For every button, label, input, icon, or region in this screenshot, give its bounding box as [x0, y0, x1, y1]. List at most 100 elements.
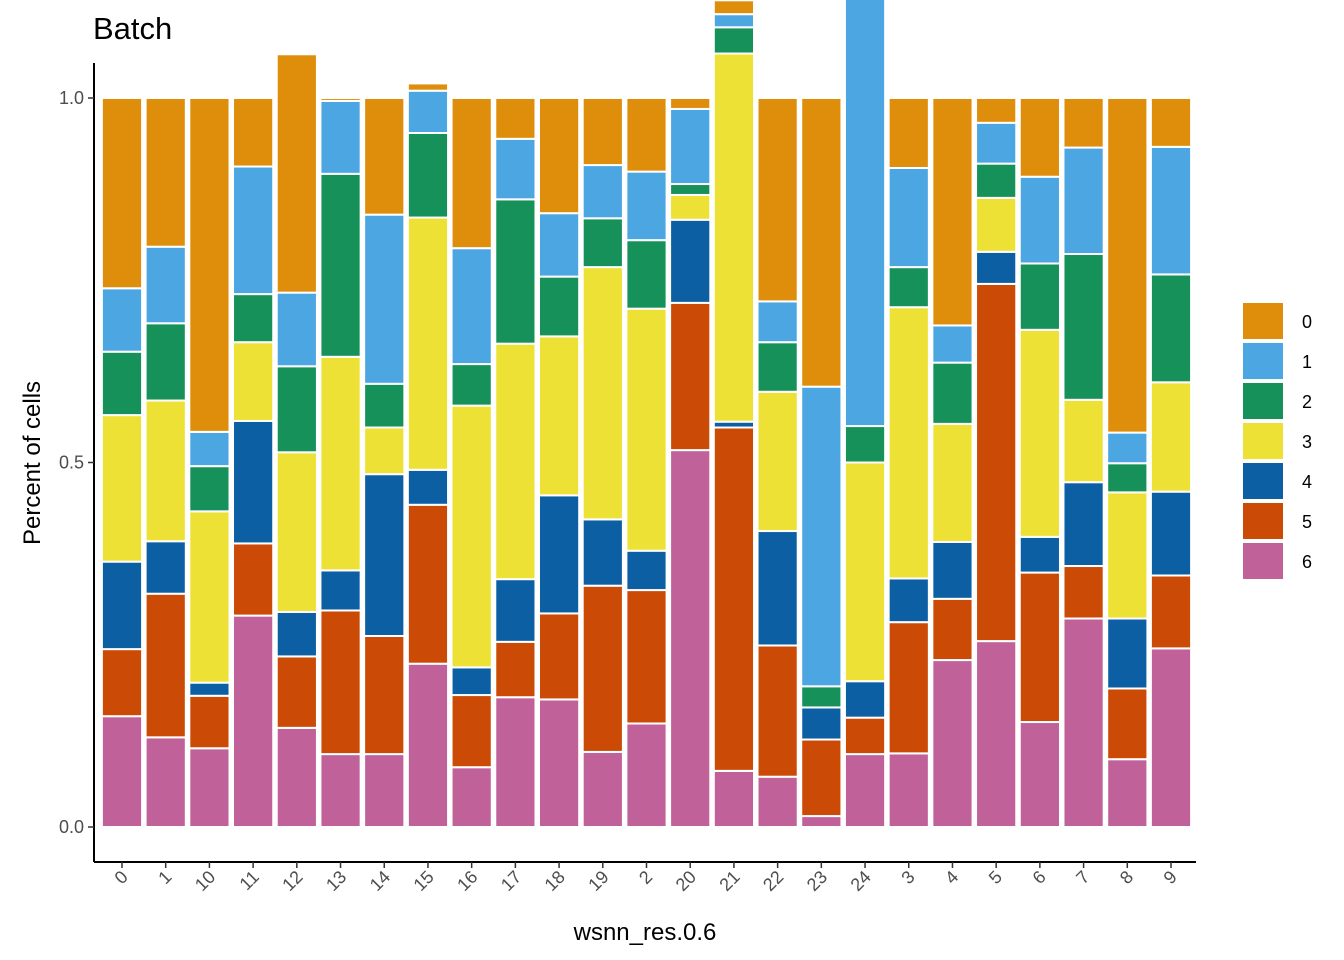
- bar-segment-7-series-5: [1062, 565, 1105, 620]
- bar-segment-12-series-6: [275, 726, 318, 828]
- x-tick-label: 12: [278, 867, 306, 895]
- bar-segment-21-series-0: [712, 0, 756, 16]
- bar-segment-10-series-5: [188, 694, 231, 750]
- bar-segment-5-series-4: [975, 250, 1018, 285]
- bar-segment-6-series-3: [1018, 328, 1061, 538]
- bar-segment-23-series-0: [800, 97, 843, 388]
- bar-segment-11-series-1: [232, 165, 275, 296]
- bar-segment-4-series-0: [931, 97, 974, 327]
- bar-segment-21-series-6: [712, 769, 756, 828]
- bar-segment-20-series-1: [669, 107, 712, 186]
- bar-segment-11-series-2: [232, 293, 275, 344]
- bar-segment-10-series-2: [188, 465, 231, 513]
- x-tick-label: 0: [111, 867, 132, 888]
- bar-segment-20-series-4: [669, 218, 712, 304]
- bar-segment-8-series-1: [1106, 431, 1149, 465]
- bar-segment-24-series-5: [843, 716, 887, 756]
- bar-segment-0-series-6: [100, 715, 144, 828]
- bar-segment-13-series-3: [319, 355, 362, 572]
- bar-segment-20-series-0: [669, 97, 712, 110]
- bar-segment-16-series-0: [450, 97, 493, 250]
- bar-segment-12-series-1: [275, 291, 318, 368]
- bar-segment-5-series-0: [975, 97, 1018, 124]
- x-tick-label: 5: [985, 867, 1006, 888]
- bar-segment-11-series-3: [232, 341, 275, 422]
- legend: 0 1 2 3 4 5 6: [1241, 301, 1312, 581]
- bar-segment-3-series-3: [887, 306, 930, 580]
- bar-segment-3-series-2: [887, 266, 930, 309]
- bar-segment-16-series-2: [450, 363, 493, 407]
- bar-segment-14-series-3: [363, 426, 406, 476]
- bar-segment-4-series-1: [931, 324, 974, 364]
- x-tick-label: 8: [1116, 867, 1137, 888]
- bar-segment-3-series-5: [887, 621, 930, 755]
- bar-segment-9-series-6: [1149, 647, 1193, 829]
- bar-segment-19-series-0: [581, 97, 624, 167]
- bar-segment-11-series-5: [232, 542, 275, 617]
- bar-segment-23-series-6: [800, 815, 843, 829]
- bar-segment-4-series-4: [931, 540, 974, 600]
- bar-segment-23-series-2: [800, 685, 843, 709]
- bar-segment-6-series-2: [1018, 262, 1061, 331]
- bar-segment-10-series-3: [188, 510, 231, 684]
- bar-segment-3-series-6: [887, 752, 930, 828]
- bar-segment-1-series-4: [144, 540, 187, 595]
- legend-key-5: [1241, 501, 1285, 541]
- legend-key-1: [1241, 341, 1285, 381]
- bar-segment-18-series-5: [537, 612, 581, 701]
- bar-segment-22-series-4: [756, 530, 799, 647]
- x-tick-label: 2: [635, 867, 656, 888]
- bar-segment-24-series-2: [843, 425, 887, 464]
- legend-key-3: [1241, 421, 1285, 461]
- bar-segment-7-series-6: [1062, 617, 1105, 829]
- bar-segment-5-series-1: [975, 121, 1018, 165]
- bar-segment-12-series-3: [275, 451, 318, 613]
- bar-segment-8-series-4: [1106, 617, 1149, 690]
- bar-segment-12-series-0: [275, 53, 318, 294]
- bar-segment-17-series-1: [494, 137, 537, 201]
- bar-segment-2-series-6: [625, 722, 668, 828]
- bar-segment-18-series-6: [537, 698, 581, 828]
- bar-segment-16-series-4: [450, 666, 493, 697]
- bar-segment-17-series-2: [494, 198, 537, 345]
- bar-segment-23-series-5: [800, 738, 843, 818]
- bar-segment-9-series-3: [1149, 381, 1193, 493]
- bar-segment-19-series-5: [581, 584, 624, 753]
- bar-segment-21-series-3: [712, 52, 756, 423]
- legend-label-3: 3: [1302, 432, 1312, 452]
- bar-segment-7-series-2: [1062, 253, 1105, 401]
- y-tick-label: 0.0: [59, 817, 84, 837]
- legend-key-4: [1241, 461, 1285, 501]
- bar-segment-5-series-2: [975, 162, 1018, 199]
- bar-segment-9-series-4: [1149, 490, 1193, 577]
- x-tick-label: 3: [897, 867, 918, 888]
- bar-segment-0-series-1: [100, 287, 144, 353]
- bar-segment-17-series-5: [494, 640, 537, 699]
- x-tick-label: 16: [453, 867, 481, 895]
- bar-segment-21-series-1: [712, 13, 756, 29]
- bar-segment-24-series-4: [843, 680, 887, 719]
- x-tick-label: 13: [322, 867, 350, 895]
- x-tick-label: 19: [584, 867, 612, 895]
- bar-segment-20-series-5: [669, 301, 712, 452]
- bar-segment-4-series-5: [931, 597, 974, 662]
- bar-segment-19-series-6: [581, 750, 624, 828]
- bar-segment-17-series-4: [494, 578, 537, 643]
- bar-segment-18-series-2: [537, 275, 581, 338]
- bar-segment-2-series-5: [625, 589, 668, 725]
- bar-segment-2-series-1: [625, 170, 668, 242]
- x-tick-label: 15: [410, 867, 438, 895]
- bar-segment-22-series-0: [756, 97, 799, 303]
- bar-segment-13-series-2: [319, 172, 362, 358]
- bar-segment-20-series-6: [669, 449, 712, 828]
- bar-segment-13-series-4: [319, 569, 362, 612]
- bar-segment-15-series-4: [406, 468, 450, 506]
- bar-segment-12-series-4: [275, 610, 318, 658]
- bar-segment-17-series-3: [494, 342, 537, 581]
- bar-segment-2-series-3: [625, 307, 668, 552]
- bar-segment-12-series-2: [275, 365, 318, 454]
- bar-segment-14-series-0: [363, 97, 406, 216]
- bar-segment-6-series-5: [1018, 571, 1061, 724]
- bar-segment-6-series-6: [1018, 721, 1061, 829]
